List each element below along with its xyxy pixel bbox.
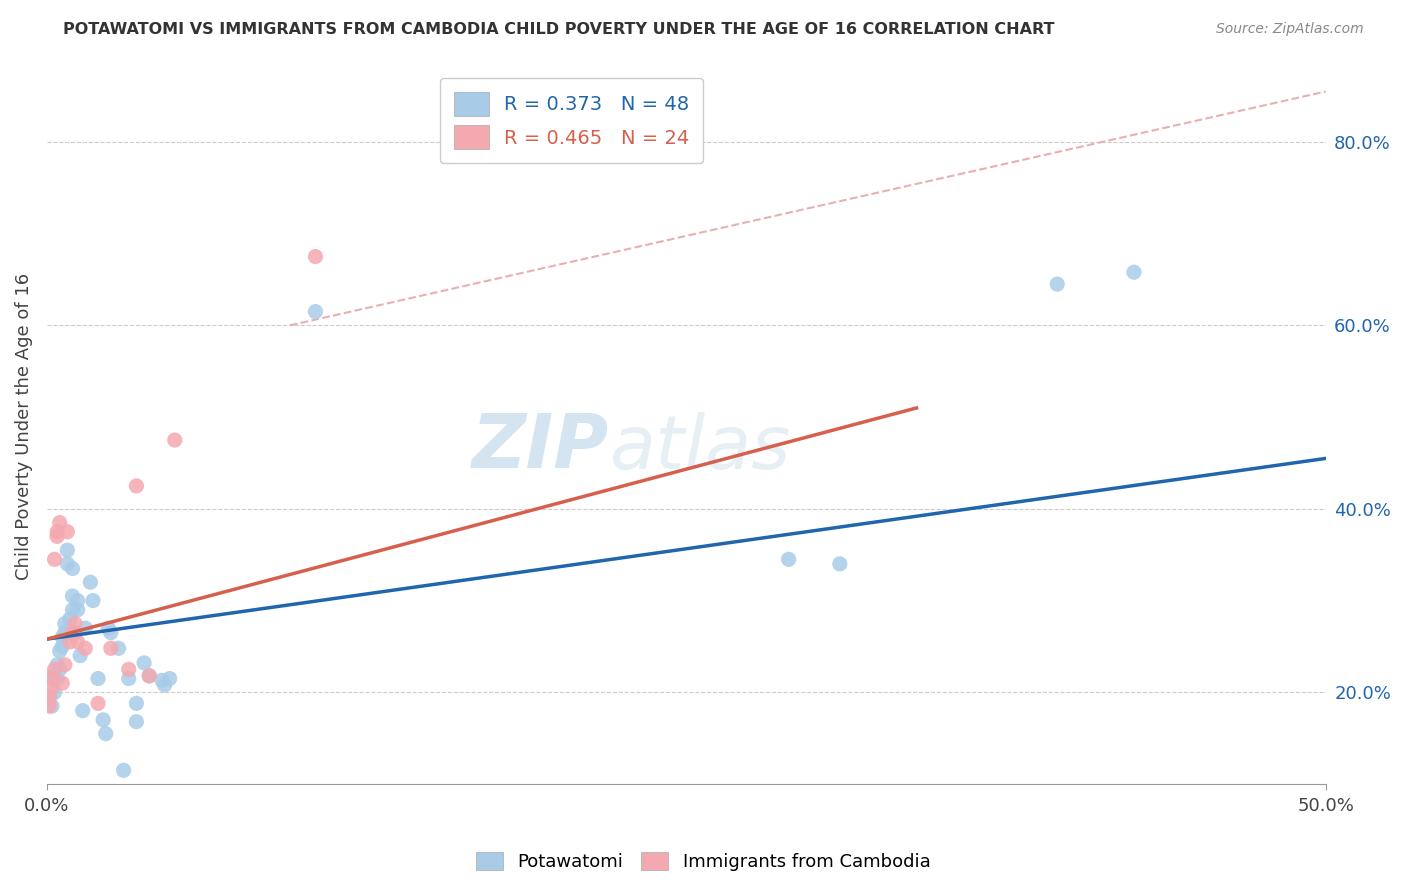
Point xyxy=(75,621,97,635)
Point xyxy=(1123,265,1146,279)
Point xyxy=(138,669,160,683)
Point xyxy=(778,552,800,566)
Point xyxy=(79,575,101,590)
Point xyxy=(51,640,73,654)
Point xyxy=(62,589,84,603)
Point xyxy=(82,593,104,607)
Point xyxy=(132,656,155,670)
Point xyxy=(46,524,69,539)
Point xyxy=(51,630,73,644)
Text: POTAWATOMI VS IMMIGRANTS FROM CAMBODIA CHILD POVERTY UNDER THE AGE OF 16 CORRELA: POTAWATOMI VS IMMIGRANTS FROM CAMBODIA C… xyxy=(63,22,1054,37)
Point xyxy=(62,625,84,640)
Point xyxy=(159,672,181,686)
Text: ZIP: ZIP xyxy=(472,411,610,484)
Point xyxy=(41,672,63,686)
Point xyxy=(59,621,82,635)
Point xyxy=(44,552,66,566)
Point xyxy=(38,690,60,704)
Point xyxy=(59,635,82,649)
Point xyxy=(87,696,110,710)
Point xyxy=(53,616,76,631)
Point xyxy=(38,699,60,714)
Point xyxy=(112,764,135,778)
Point xyxy=(75,641,97,656)
Text: Source: ZipAtlas.com: Source: ZipAtlas.com xyxy=(1216,22,1364,37)
Point xyxy=(138,669,160,683)
Point xyxy=(107,641,129,656)
Text: atlas: atlas xyxy=(610,412,792,483)
Point xyxy=(118,672,141,686)
Point xyxy=(41,681,63,695)
Point xyxy=(153,678,176,692)
Point xyxy=(41,699,63,714)
Point xyxy=(38,690,60,704)
Point xyxy=(44,685,66,699)
Point xyxy=(63,625,86,640)
Point xyxy=(46,657,69,672)
Point xyxy=(91,713,114,727)
Point xyxy=(304,304,326,318)
Point xyxy=(53,657,76,672)
Legend: R = 0.373   N = 48, R = 0.465   N = 24: R = 0.373 N = 48, R = 0.465 N = 24 xyxy=(440,78,703,162)
Point xyxy=(56,543,79,558)
Point xyxy=(100,641,122,656)
Point xyxy=(150,673,173,688)
Point xyxy=(38,672,60,686)
Point xyxy=(120,809,142,823)
Point xyxy=(69,648,91,663)
Point xyxy=(125,714,148,729)
Point xyxy=(63,616,86,631)
Point xyxy=(56,557,79,571)
Point xyxy=(118,662,141,676)
Point xyxy=(94,726,117,740)
Point xyxy=(56,524,79,539)
Point xyxy=(62,603,84,617)
Point xyxy=(125,696,148,710)
Point xyxy=(59,612,82,626)
Point xyxy=(44,667,66,681)
Point xyxy=(48,516,70,530)
Point xyxy=(163,433,186,447)
Point xyxy=(44,662,66,676)
Point xyxy=(72,704,94,718)
Point xyxy=(97,621,120,635)
Point xyxy=(53,625,76,640)
Point xyxy=(828,557,851,571)
Point xyxy=(100,625,122,640)
Point xyxy=(46,672,69,686)
Point xyxy=(66,635,89,649)
Point xyxy=(1046,277,1069,291)
Point xyxy=(66,603,89,617)
Point xyxy=(304,250,326,264)
Point xyxy=(46,529,69,543)
Legend: Potawatomi, Immigrants from Cambodia: Potawatomi, Immigrants from Cambodia xyxy=(468,845,938,879)
Y-axis label: Child Poverty Under the Age of 16: Child Poverty Under the Age of 16 xyxy=(15,273,32,580)
Point xyxy=(48,644,70,658)
Point xyxy=(48,662,70,676)
Point xyxy=(125,479,148,493)
Point xyxy=(66,593,89,607)
Point xyxy=(62,561,84,575)
Point xyxy=(51,676,73,690)
Point xyxy=(87,672,110,686)
